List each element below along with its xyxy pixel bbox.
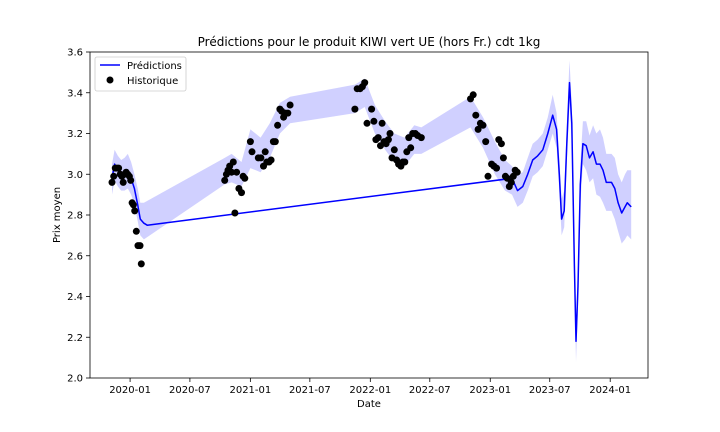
history-point [384, 136, 392, 144]
history-point [221, 176, 229, 184]
history-point [507, 178, 515, 186]
history-point [484, 172, 492, 180]
legend-dot-swatch [106, 76, 114, 84]
history-point [119, 178, 127, 186]
y-tick-label: 2.0 [67, 374, 83, 385]
history-point [479, 121, 487, 129]
x-tick-label: 2023-07 [529, 385, 571, 396]
history-point [497, 140, 505, 148]
history-point [271, 138, 279, 146]
y-tick-label: 2.4 [67, 292, 83, 303]
x-tick-label: 2024-01 [589, 385, 631, 396]
y-axis: 2.0 2.2 2.4 2.6 2.8 3.0 3.2 3.4 3.6 [67, 48, 90, 385]
history-point [284, 109, 292, 117]
x-axis: 2020-01 2020-07 2021-01 2021-07 2022-01 2022-… [109, 378, 631, 396]
legend-label-predictions: Prédictions [127, 60, 182, 72]
history-point [499, 154, 507, 162]
history-point [136, 242, 144, 250]
prediction-line-layer [111, 81, 632, 343]
history-point [132, 227, 140, 235]
history-point [127, 176, 135, 184]
y-axis-title: Prix moyen [52, 187, 63, 243]
y-tick-label: 3.2 [67, 129, 83, 140]
history-point [241, 174, 249, 182]
history-point [474, 125, 482, 133]
history-point [472, 111, 480, 119]
history-point [108, 178, 116, 186]
history-point [370, 117, 378, 125]
history-point [129, 201, 137, 209]
history-point [390, 146, 398, 154]
y-tick-label: 2.2 [67, 333, 83, 344]
y-tick-label: 3.4 [67, 88, 83, 99]
y-tick-label: 3.6 [67, 48, 83, 59]
history-point [246, 138, 254, 146]
history-point [351, 105, 359, 113]
history-point [386, 130, 394, 137]
history-point [407, 144, 415, 152]
x-tick-label: 2022-07 [409, 385, 451, 396]
history-point [361, 79, 369, 87]
x-axis-title: Date [357, 399, 381, 410]
history-point [231, 209, 239, 217]
x-tick-label: 2020-07 [169, 385, 211, 396]
history-point [368, 105, 376, 113]
history-point [267, 156, 275, 164]
y-tick-label: 3.0 [67, 170, 83, 181]
legend: Prédictions Historique [94, 56, 187, 92]
history-point [374, 134, 382, 142]
history-point [115, 164, 123, 172]
history-point [482, 138, 490, 146]
history-point [274, 121, 282, 129]
history-point [493, 164, 500, 172]
history-point [238, 189, 245, 197]
history-point [233, 168, 241, 176]
history-point [228, 168, 236, 176]
prediction-line [111, 81, 632, 343]
history-point [248, 148, 256, 156]
history-point [137, 260, 145, 268]
x-tick-label: 2021-07 [289, 385, 331, 396]
history-point [261, 148, 269, 156]
chart-title: Prédictions pour le produit KIWI vert UE… [198, 35, 541, 49]
history-point [131, 207, 139, 215]
history-points-layer [108, 79, 521, 268]
x-tick-label: 2022-01 [349, 385, 391, 396]
history-point [363, 119, 371, 127]
history-point [469, 91, 477, 99]
x-tick-label: 2023-01 [469, 385, 511, 396]
legend-label-history: Historique [127, 76, 178, 87]
y-tick-label: 2.8 [67, 211, 83, 222]
history-point [417, 134, 425, 142]
history-point [229, 158, 237, 166]
x-tick-label: 2020-01 [109, 385, 151, 396]
history-point [513, 168, 521, 176]
history-point [401, 158, 409, 166]
history-point [257, 154, 265, 162]
x-tick-label: 2021-01 [229, 385, 271, 396]
y-tick-label: 2.6 [67, 251, 83, 262]
history-point [378, 119, 386, 127]
history-point [286, 101, 294, 109]
history-point [110, 172, 118, 180]
